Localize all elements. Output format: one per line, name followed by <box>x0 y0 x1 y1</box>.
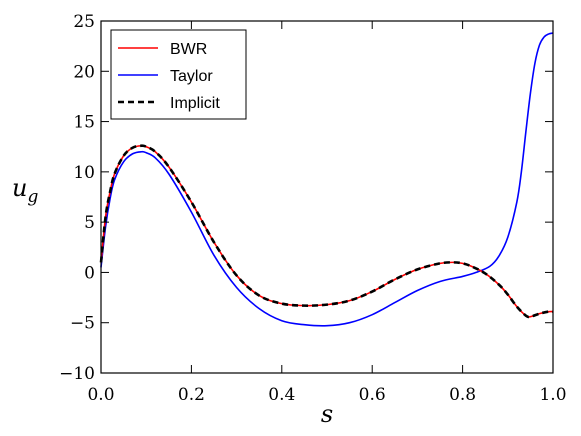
legend: BWR Taylor Implicit <box>110 29 247 120</box>
legend-label-implicit: Implicit <box>170 95 220 112</box>
y-tick-label: 15 <box>73 113 95 133</box>
x-tick-label: 0.0 <box>87 385 114 405</box>
x-tick-label: 1.0 <box>539 385 566 405</box>
series-layer <box>99 32 554 327</box>
x-tick-label: 0.2 <box>178 385 205 405</box>
legend-label-bwr: BWR <box>170 41 207 58</box>
series-line-taylor <box>100 32 554 327</box>
plot-frame <box>100 20 554 374</box>
x-tick-label: 0.8 <box>449 385 476 405</box>
y-tick-label: 20 <box>73 62 95 82</box>
y-axis-label-main: u <box>12 174 27 202</box>
x-tick-label: 0.6 <box>359 385 386 405</box>
series-line-implicit <box>99 144 554 319</box>
y-tick-label: 0 <box>84 263 95 283</box>
y-tick-label: 10 <box>73 163 95 183</box>
x-axis-label: s <box>321 400 333 428</box>
ticks-layer: 0.0 0.2 0.4 0.6 0.8 1.0 −10 −5 0 5 10 15 20 25 <box>59 12 566 405</box>
y-axis-label: ug <box>12 174 38 207</box>
y-tick-label: −10 <box>59 364 95 384</box>
x-tick-label: 0.4 <box>268 385 295 405</box>
legend-label-taylor: Taylor <box>170 68 213 85</box>
y-tick-label: 5 <box>84 213 95 233</box>
series-line-bwr <box>100 144 554 318</box>
y-axis-label-subscript: g <box>27 187 38 207</box>
y-tick-label: 25 <box>73 12 95 32</box>
y-tick-label: −5 <box>70 314 95 334</box>
